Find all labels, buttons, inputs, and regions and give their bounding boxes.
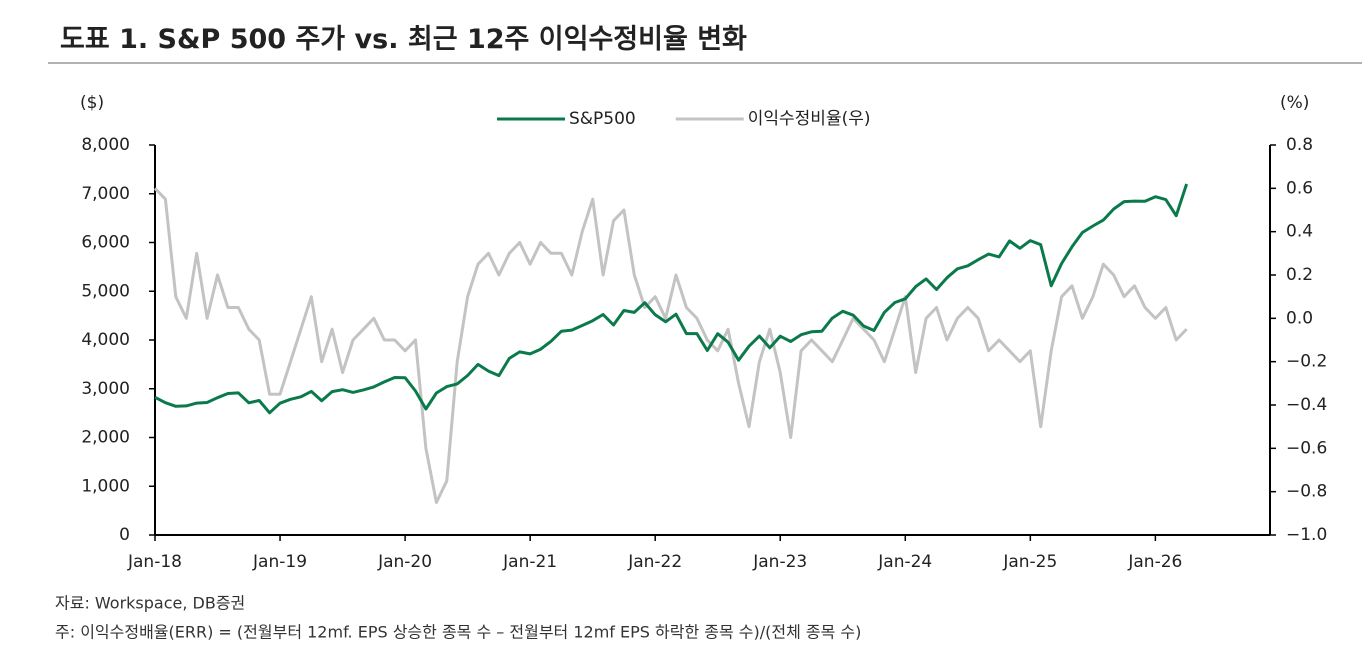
x-tick-label: Jan-22 — [627, 552, 682, 572]
x-tick-label: Jan-18 — [127, 552, 182, 572]
x-tick-label: Jan-19 — [252, 552, 307, 572]
y-tick-label: 1,000 — [81, 476, 130, 496]
source: 자료: Workspace, DB증권 — [55, 594, 245, 613]
y-tick-label: 8,000 — [81, 135, 130, 155]
note: 주: 이익수정배율(ERR) = (전월부터 12mf. EPS 상승한 종목 … — [55, 623, 861, 642]
y2-tick-label: 0.2 — [1286, 265, 1313, 285]
y-tick-label: 4,000 — [81, 330, 130, 350]
y2-tick-label: 0.4 — [1286, 222, 1313, 242]
series-line — [153, 187, 1188, 504]
y2-tick-label: 0.6 — [1286, 178, 1313, 198]
y-tick-label: 6,000 — [81, 233, 130, 253]
x-tick-label: Jan-23 — [752, 552, 807, 572]
y2-axis-label: (%) — [1280, 93, 1309, 113]
legend-label: S&P500 — [569, 109, 636, 129]
x-tick-label: Jan-24 — [877, 552, 932, 572]
x-tick-label: Jan-21 — [502, 552, 557, 572]
x-tick-label: Jan-20 — [377, 552, 432, 572]
chart-title: 도표 1. S&P 500 주가 vs. 최근 12주 이익수정비율 변화 — [60, 24, 747, 55]
y2-tick-label: −1.0 — [1286, 525, 1327, 545]
y2-tick-label: −0.8 — [1286, 482, 1327, 502]
y-tick-label: 5,000 — [81, 281, 130, 301]
y2-tick-label: 0.8 — [1286, 135, 1313, 155]
y-axis-label: ($) — [80, 93, 104, 113]
y-tick-label: 2,000 — [81, 428, 130, 448]
y2-tick-label: 0.0 — [1286, 308, 1313, 328]
legend-label: 이익수정비율(우) — [748, 109, 871, 129]
y-tick-label: 7,000 — [81, 184, 130, 204]
y2-tick-label: −0.2 — [1286, 352, 1327, 372]
series-line — [154, 183, 1189, 415]
x-tick-label: Jan-26 — [1127, 552, 1182, 572]
y-tick-label: 3,000 — [81, 379, 130, 399]
y2-tick-label: −0.4 — [1286, 395, 1327, 415]
y-tick-label: 0 — [119, 525, 130, 545]
y2-tick-label: −0.6 — [1286, 438, 1327, 458]
x-tick-label: Jan-25 — [1002, 552, 1057, 572]
